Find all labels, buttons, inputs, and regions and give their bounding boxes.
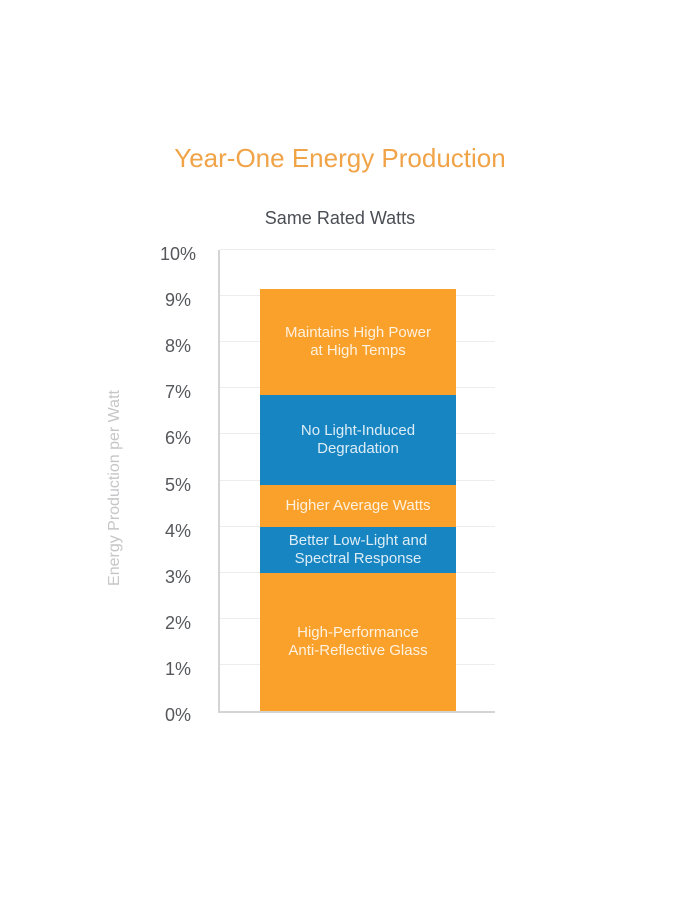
bar-segment-label: High-Performance Anti-Reflective Glass xyxy=(288,623,428,659)
bar-segment: Better Low-Light and Spectral Response xyxy=(260,526,456,573)
y-tick-label: 7% xyxy=(164,382,191,403)
y-axis-tick-labels: 0% 1% 2% 3% 4% 5% 6% 7% 8% 9% 10% xyxy=(146,244,210,725)
y-tick-label: 2% xyxy=(164,612,191,633)
gridline xyxy=(220,249,495,250)
y-tick-label: 9% xyxy=(164,290,191,311)
plot-area: High-Performance Anti-Reflective Glass Bet… xyxy=(218,249,495,713)
y-tick-label: 5% xyxy=(164,474,191,495)
y-tick-label: 4% xyxy=(164,520,191,541)
y-tick-label: 6% xyxy=(164,428,191,449)
bar-segment-label: Higher Average Watts xyxy=(285,496,431,514)
bar-segment: High-Performance Anti-Reflective Glass xyxy=(260,572,456,711)
y-tick-label: 0% xyxy=(164,705,191,725)
y-tick-label: 3% xyxy=(164,566,191,587)
bar-segment-label: Better Low-Light and Spectral Response xyxy=(288,531,428,567)
bar-segment: No Light-Induced Degradation xyxy=(260,395,456,486)
y-tick-label: 8% xyxy=(164,336,191,357)
y-tick-label: 10% xyxy=(159,244,197,264)
bar-segment-label: Maintains High Power at High Temps xyxy=(285,324,431,360)
chart-subtitle: Same Rated Watts xyxy=(264,208,416,228)
chart-title: Year-One Energy Production xyxy=(174,143,506,173)
bar-segment: Higher Average Watts xyxy=(260,485,456,527)
bar-segment-label: No Light-Induced Degradation xyxy=(300,422,416,458)
stacked-bar: High-Performance Anti-Reflective Glass Bet… xyxy=(260,250,456,711)
bar-segment: Maintains High Power at High Temps xyxy=(260,289,456,396)
y-axis-title: Energy Production per Watt xyxy=(106,390,123,586)
y-tick-label: 1% xyxy=(164,658,191,679)
